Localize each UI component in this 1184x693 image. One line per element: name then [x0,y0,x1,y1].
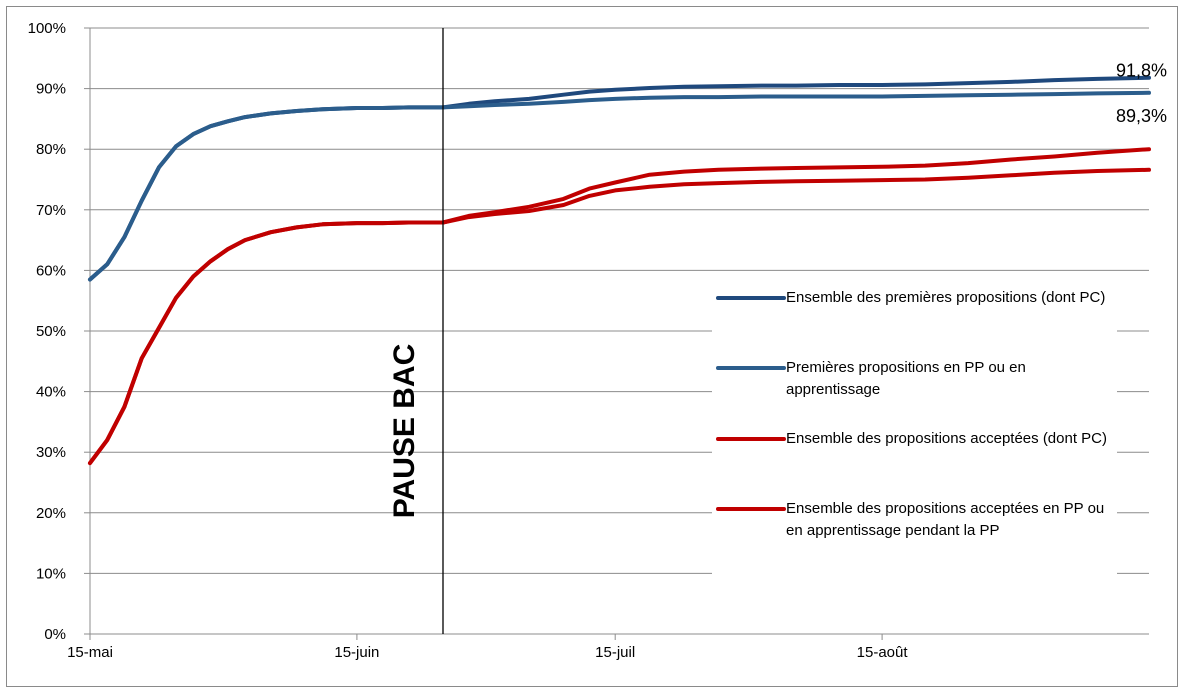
legend-label-series-2: Premières propositions en PP ou en appre… [786,359,1026,398]
axes [84,27,1149,640]
series-lines [88,75,1151,466]
legend-swatch-series-2 [716,366,786,370]
x-tick-label: 15-juil [595,644,635,661]
y-tick-label: 10% [36,565,66,582]
legend: Ensemble des premières propositions (don… [712,278,1117,574]
series-line-1 [88,75,1151,282]
y-tick-label: 0% [44,626,66,643]
end-value-label-2: 89,3% [1116,106,1167,126]
y-tick-label: 70% [36,202,66,219]
y-tick-label: 80% [36,141,66,158]
y-tick-label: 40% [36,384,66,401]
y-tick-label: 20% [36,505,66,522]
x-tick-label: 15-mai [67,644,113,661]
y-tick-label: 50% [36,323,66,340]
series-line-2 [88,90,1151,282]
legend-swatch-series-1 [716,296,786,300]
x-tick-label: 15-juin [334,644,379,661]
legend-label-series-1: Ensemble des premières propositions (don… [786,289,1106,306]
x-tick-label: 15-août [857,644,909,661]
y-tick-label: 60% [36,262,66,279]
legend-label-series-4: Ensemble des propositions acceptées en P… [786,500,1105,539]
legend-label-series-3: Ensemble des propositions acceptées (don… [786,430,1108,447]
end-value-label-1: 91,8% [1116,61,1167,81]
y-tick-label: 90% [36,81,66,98]
annotations: PAUSE BAC 91,8% 89,3% [388,28,1167,634]
y-tick-label: 100% [28,20,66,37]
pause-bac-label: PAUSE BAC [388,344,421,518]
legend-swatch-series-3 [716,437,786,441]
tick-labels: 0% 10% 20% 30% 40% 50% 60% 70% 80% 90% 100% 15-mai 1… [28,20,909,661]
legend-swatch-series-4 [716,507,786,511]
y-tick-label: 30% [36,444,66,461]
series-line-4 [88,167,1151,466]
